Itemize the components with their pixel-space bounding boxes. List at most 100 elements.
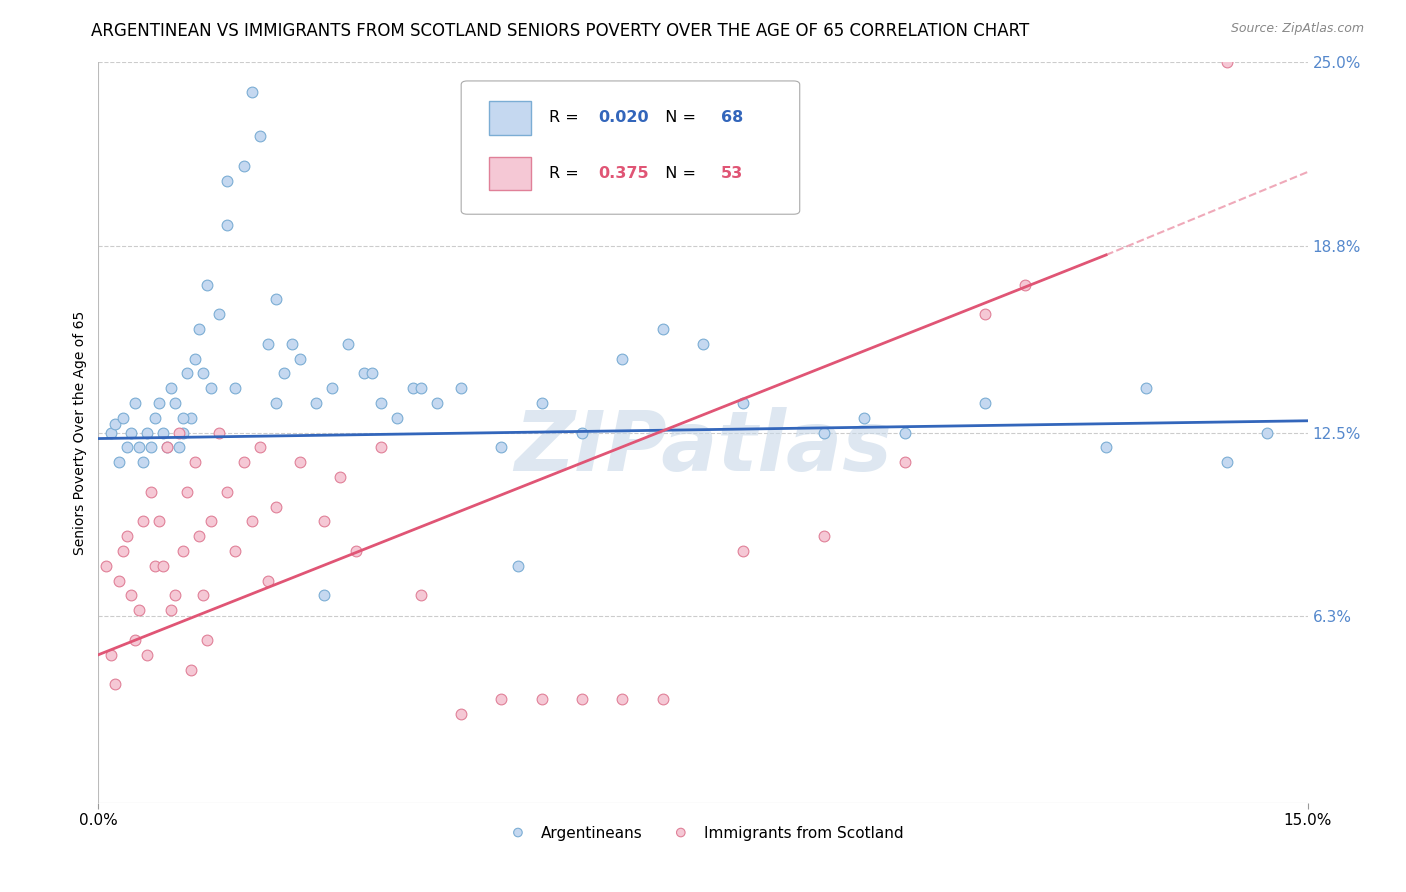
Point [172, 410, 194, 425]
Point [491, 441, 513, 455]
Point [208, 307, 231, 321]
Point [124, 632, 146, 647]
Point [240, 85, 263, 99]
Point [124, 396, 146, 410]
Point [256, 574, 278, 588]
Point [167, 425, 190, 440]
Point [176, 484, 198, 499]
Point [111, 544, 134, 558]
Point [571, 692, 593, 706]
Point [111, 410, 134, 425]
Point [329, 470, 352, 484]
Point [135, 425, 157, 440]
Point [156, 441, 179, 455]
Point [148, 515, 170, 529]
Point [100, 425, 122, 440]
Point [160, 381, 183, 395]
Point [107, 455, 129, 469]
Point [195, 277, 218, 292]
Point [530, 396, 553, 410]
Point [224, 544, 246, 558]
Point [288, 351, 311, 366]
Point [143, 410, 166, 425]
Point [1135, 381, 1157, 395]
Point [1014, 277, 1036, 292]
Point [128, 441, 150, 455]
Point [193, 589, 215, 603]
Point [1216, 455, 1239, 469]
Point [692, 336, 714, 351]
Point [314, 589, 336, 603]
Point [103, 677, 125, 691]
Text: 0.020: 0.020 [598, 111, 648, 126]
Point [853, 410, 876, 425]
Point [256, 336, 278, 351]
Point [264, 500, 287, 514]
Point [152, 558, 174, 573]
Point [1256, 425, 1278, 440]
Point [176, 367, 198, 381]
Point [163, 396, 186, 410]
Point [172, 425, 194, 440]
Point [163, 589, 186, 603]
Point [305, 396, 328, 410]
Point [184, 455, 207, 469]
Point [217, 174, 239, 188]
Point [167, 441, 190, 455]
Text: ZIPatlas: ZIPatlas [515, 407, 891, 488]
Point [409, 381, 432, 395]
Point [103, 417, 125, 431]
Point [217, 219, 239, 233]
Point [217, 484, 239, 499]
Text: 0.375: 0.375 [598, 166, 648, 181]
FancyBboxPatch shape [489, 157, 531, 190]
Point [264, 396, 287, 410]
Point [264, 293, 287, 307]
Point [143, 558, 166, 573]
Point [1216, 55, 1239, 70]
Point [353, 367, 375, 381]
Point [530, 692, 553, 706]
Point [409, 589, 432, 603]
Point [450, 381, 472, 395]
Point [195, 632, 218, 647]
Point [893, 425, 915, 440]
Point [139, 441, 162, 455]
Point [344, 544, 367, 558]
Point [273, 367, 295, 381]
Point [281, 336, 304, 351]
Point [370, 396, 392, 410]
Point [370, 441, 392, 455]
Point [651, 322, 673, 336]
Point [107, 574, 129, 588]
Point [337, 336, 360, 351]
Point [612, 351, 634, 366]
FancyBboxPatch shape [461, 81, 800, 214]
Point [450, 706, 472, 721]
Point [974, 396, 997, 410]
Point [100, 648, 122, 662]
Point [180, 663, 202, 677]
Point [974, 307, 997, 321]
Point [224, 381, 246, 395]
Point [733, 396, 755, 410]
Y-axis label: Seniors Poverty Over the Age of 65: Seniors Poverty Over the Age of 65 [73, 310, 87, 555]
Text: N =: N = [655, 166, 700, 181]
Point [733, 544, 755, 558]
Point [148, 396, 170, 410]
Point [1095, 441, 1118, 455]
Point [402, 381, 425, 395]
Point [288, 455, 311, 469]
Point [321, 381, 343, 395]
Point [813, 529, 835, 543]
FancyBboxPatch shape [489, 102, 531, 135]
Point [120, 425, 142, 440]
Legend: Argentineans, Immigrants from Scotland: Argentineans, Immigrants from Scotland [496, 820, 910, 847]
Point [232, 159, 254, 173]
Point [115, 441, 138, 455]
Point [893, 455, 915, 469]
Point [240, 515, 263, 529]
Point [491, 692, 513, 706]
Text: R =: R = [550, 111, 585, 126]
Point [571, 425, 593, 440]
